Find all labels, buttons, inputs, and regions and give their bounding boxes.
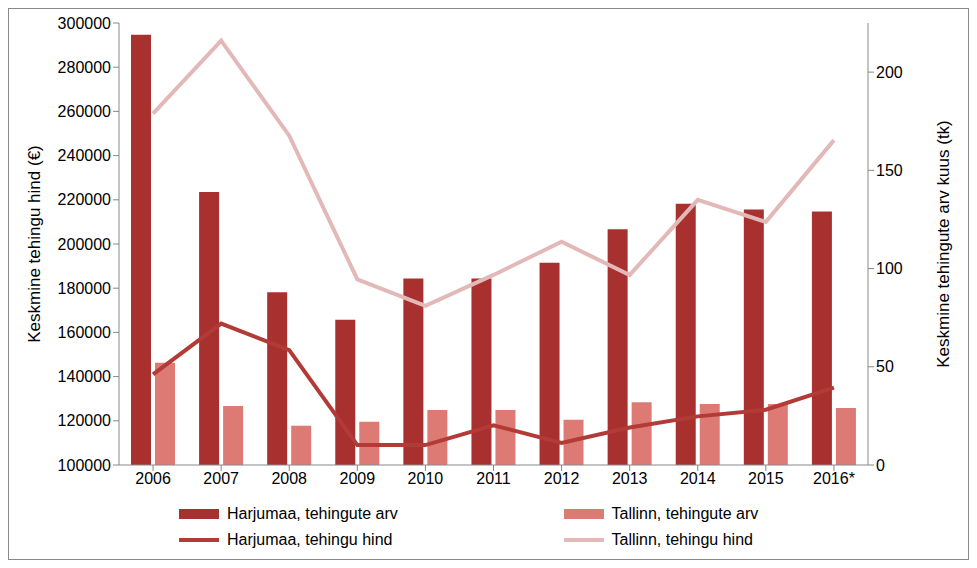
svg-text:260000: 260000 [58,103,111,120]
svg-text:100: 100 [876,260,903,277]
svg-text:2010: 2010 [408,470,444,487]
svg-text:0: 0 [876,457,885,474]
svg-text:50: 50 [876,358,894,375]
svg-text:2013: 2013 [612,470,648,487]
svg-text:220000: 220000 [58,191,111,208]
svg-text:Keskmine tehingute arv kuus (t: Keskmine tehingute arv kuus (tk) [934,120,953,368]
svg-text:2016*: 2016* [813,470,855,487]
svg-text:180000: 180000 [58,280,111,297]
svg-text:300000: 300000 [58,15,111,32]
svg-text:280000: 280000 [58,59,111,76]
svg-text:2009: 2009 [340,470,376,487]
svg-text:2006: 2006 [135,470,171,487]
svg-text:200000: 200000 [58,236,111,253]
svg-text:2015: 2015 [748,470,784,487]
svg-text:Keskmine tehingu hind (€): Keskmine tehingu hind (€) [25,145,44,343]
svg-text:2011: 2011 [476,470,511,487]
svg-text:150: 150 [876,162,903,179]
svg-text:200: 200 [876,64,903,81]
svg-text:2008: 2008 [271,470,307,487]
svg-text:2014: 2014 [680,470,716,487]
html-text:Harjumaa, tehingute arv: Harjumaa, tehingute arv [227,505,398,522]
svg-text:240000: 240000 [58,147,111,164]
html-text:Harjumaa, tehingu hind: Harjumaa, tehingu hind [227,531,393,548]
svg-text:140000: 140000 [58,368,111,385]
svg-text:2007: 2007 [203,470,239,487]
html-text:Tallinn, tehingu hind: Tallinn, tehingu hind [611,531,753,548]
svg-text:2012: 2012 [544,470,580,487]
svg-text:100000: 100000 [58,457,111,474]
svg-text:160000: 160000 [58,324,111,341]
html-text:Tallinn, tehingute arv: Tallinn, tehingute arv [611,505,759,522]
svg-text:120000: 120000 [58,412,111,429]
